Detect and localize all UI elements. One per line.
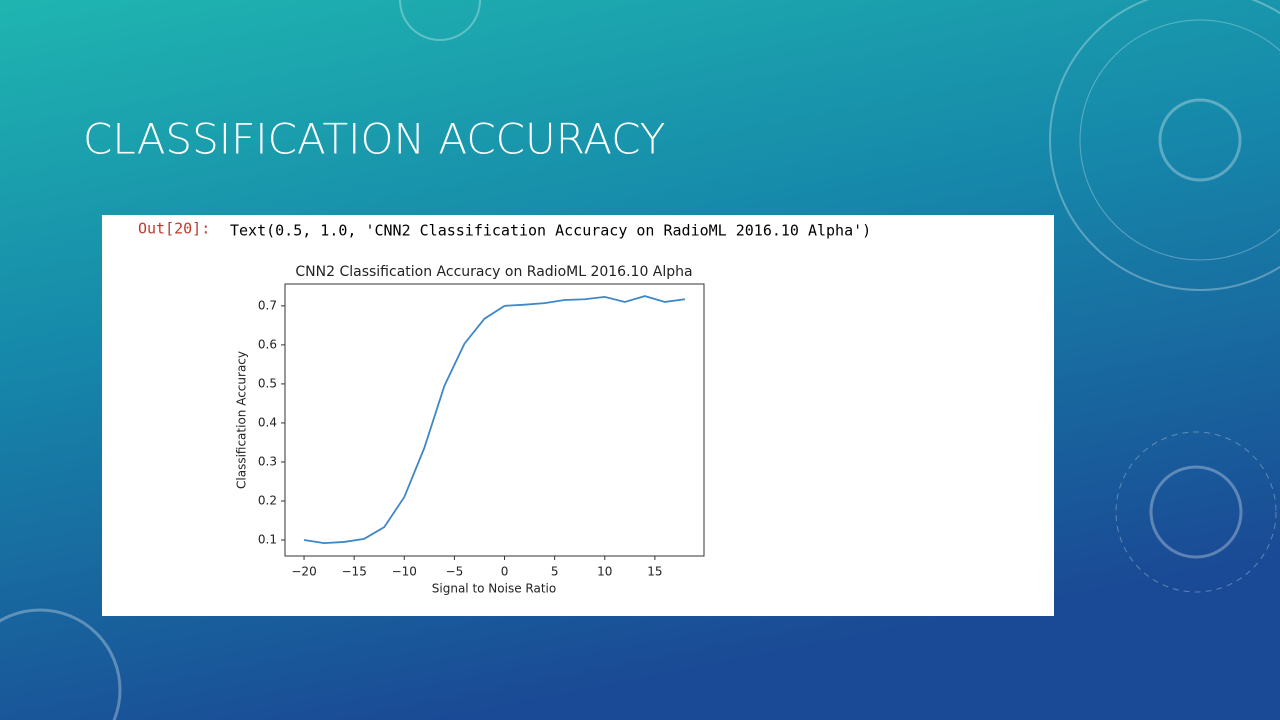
output-panel [102, 215, 1054, 616]
x-tick-label: −5 [446, 565, 464, 579]
plot-frame [284, 283, 705, 557]
y-tick-label: 0.5 [258, 376, 277, 390]
output-prompt: Out[20]: [138, 220, 210, 238]
x-tick-label: −15 [342, 565, 367, 579]
x-tick-label: 0 [501, 565, 509, 579]
x-tick-label: 5 [551, 565, 559, 579]
x-axis-label: Signal to Noise Ratio [432, 582, 556, 596]
y-axis-label: Classification Accuracy [235, 351, 249, 489]
chart: CNN2 Classification Accuracy on RadioML … [235, 264, 705, 596]
y-tick-label: 0.7 [258, 298, 277, 312]
chart-title: CNN2 Classification Accuracy on RadioML … [295, 264, 692, 280]
data-line [303, 295, 686, 545]
x-tick-label: −20 [291, 565, 316, 579]
y-tick-label: 0.3 [258, 454, 277, 468]
y-tick-label: 0.6 [258, 337, 277, 351]
y-tick-label: 0.2 [258, 493, 277, 507]
output-text: Text(0.5, 1.0, 'CNN2 Classification Accu… [230, 222, 871, 240]
x-tick-label: 15 [647, 565, 662, 579]
x-tick-label: 10 [597, 565, 612, 579]
y-tick-label: 0.1 [258, 533, 277, 547]
x-tick-label: −10 [392, 565, 417, 579]
slide-title: CLASSIFICATION ACCURACY [83, 115, 665, 164]
y-tick-label: 0.4 [258, 415, 277, 429]
